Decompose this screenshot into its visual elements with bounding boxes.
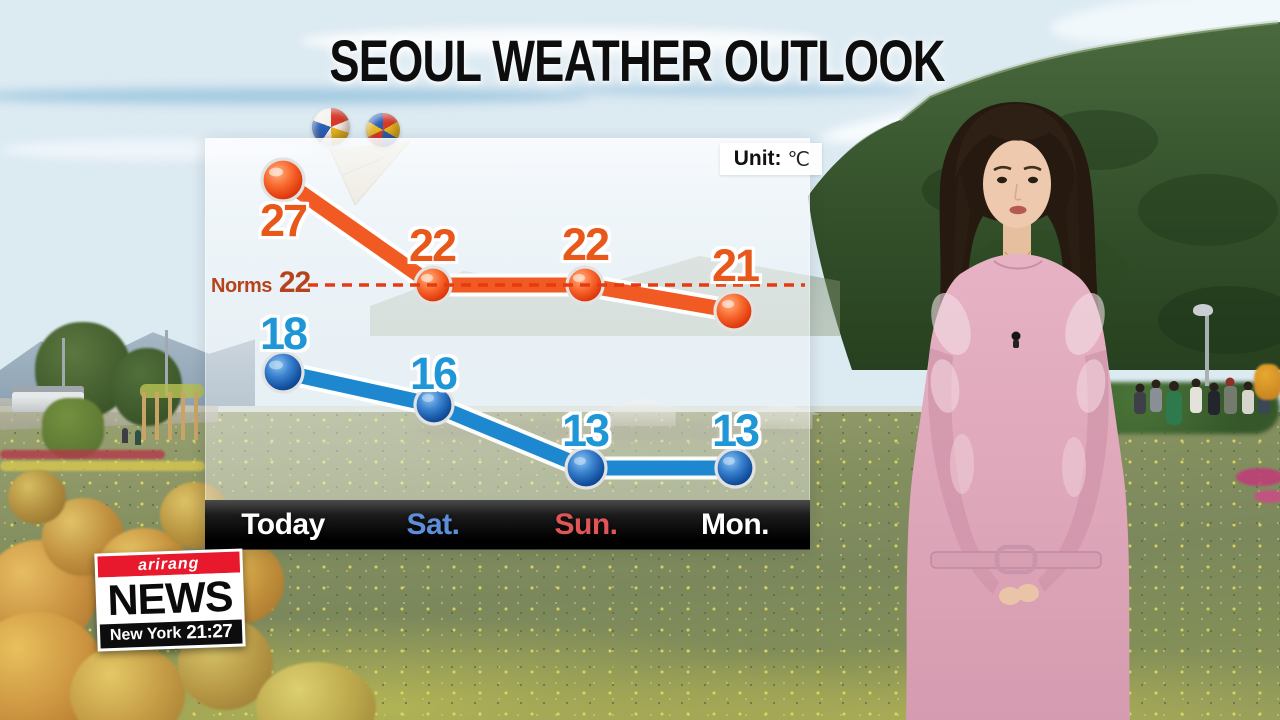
crowd — [1134, 377, 1270, 425]
flower-strip-red — [0, 450, 165, 459]
kochia-bush — [8, 470, 66, 524]
topiary-bush — [42, 398, 104, 458]
low-temp-value: 13 — [711, 405, 760, 456]
lamppost-head — [1193, 304, 1213, 316]
norms-label: Norms — [211, 275, 272, 297]
norms-annotation: Norms 22 — [211, 266, 311, 300]
low-temp-value: 16 — [409, 348, 458, 399]
pink-flowers — [1236, 468, 1280, 486]
wooden-post — [155, 392, 159, 440]
low-temp-value: 18 — [259, 308, 308, 359]
wooden-post — [181, 392, 185, 440]
orange-flowers — [1254, 364, 1280, 400]
wooden-post — [142, 392, 146, 440]
x-axis-label-sun: Sun. — [554, 508, 619, 541]
sky-streak — [560, 84, 920, 96]
x-axis-label-today: Today — [241, 508, 325, 541]
high-temp-value: 22 — [561, 219, 610, 270]
x-axis-bar: Today Sat. Sun. Mon. — [205, 500, 810, 550]
logo-location: New York — [109, 624, 182, 645]
person — [122, 428, 128, 443]
person — [135, 430, 141, 445]
network-logo: arirang NEWS New York 21:27 — [94, 548, 246, 652]
sky-streak — [0, 88, 590, 104]
temperature-line-chart — [260, 157, 805, 490]
high-temp-value: 22 — [408, 220, 457, 271]
flower-strip-yellow — [0, 461, 205, 471]
headline: SEOUL WEATHER OUTLOOK — [329, 29, 945, 94]
logo-network-name: arirang — [137, 554, 200, 574]
logo-clock: 21:27 — [185, 620, 233, 644]
wooden-post — [168, 392, 172, 440]
norms-value: 22 — [278, 266, 311, 299]
logo-program-name: NEWS — [106, 572, 234, 625]
unit-value: ℃ — [787, 148, 810, 171]
weather-chart-panel: Unit: ℃ Norms 22 — [205, 138, 822, 550]
kochia-bush — [70, 644, 185, 720]
cloud-streak — [300, 28, 820, 54]
high-temp-value: 21 — [711, 240, 760, 291]
light-pole — [165, 330, 168, 396]
unit-box: Unit: ℃ — [719, 143, 822, 175]
weather-presenter — [906, 102, 1130, 720]
high-temp-value: 27 — [259, 195, 308, 246]
light-pole — [62, 338, 65, 400]
wooden-post — [194, 392, 198, 440]
x-axis-label-sat: Sat. — [406, 508, 460, 541]
low-temp-value: 13 — [561, 405, 610, 456]
pink-flowers — [1254, 490, 1280, 503]
lamppost — [1205, 312, 1209, 386]
x-axis-label-mon: Mon. — [701, 508, 769, 541]
logo-program-block: NEWS — [98, 572, 242, 625]
unit-label: Unit: — [733, 147, 782, 170]
